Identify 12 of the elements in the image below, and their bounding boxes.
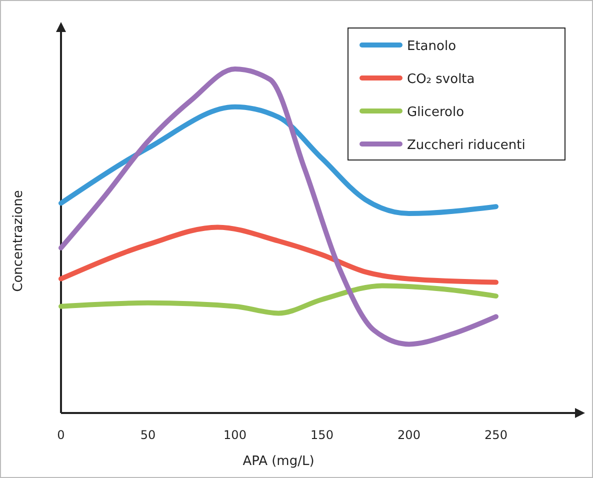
legend-label: Etanolo [407,39,456,54]
x-tick-label: 0 [57,428,65,442]
legend-label: Zuccheri riducenti [407,138,526,153]
legend-label: CO₂ svolta [407,72,475,87]
x-tick-label: 100 [224,428,246,442]
y-axis-title: Concentrazione [11,190,26,292]
x-tick-label: 150 [310,428,334,442]
legend-label: Glicerolo [407,105,464,120]
x-tick-label: 50 [140,428,156,442]
x-axis-title: APA (mg/L) [242,454,314,469]
x-tick-label: 250 [484,428,508,442]
x-tick-label: 200 [398,428,420,442]
